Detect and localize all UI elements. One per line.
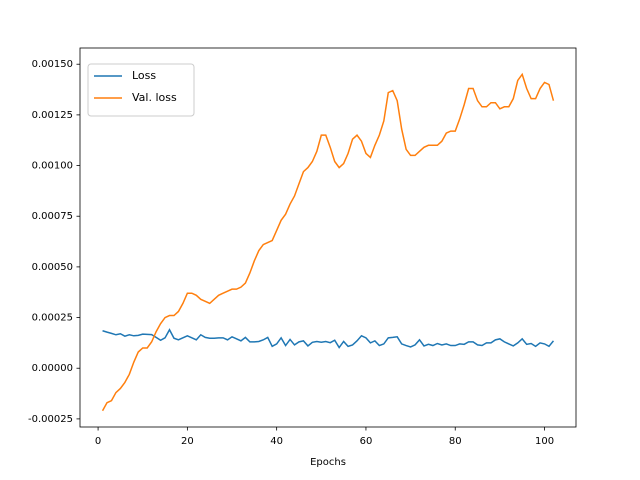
legend-box (87, 63, 195, 117)
legend-label: Loss (132, 69, 156, 82)
x-tick-label: 60 (360, 436, 373, 447)
axes-frame (79, 47, 577, 428)
y-tick-label: 0.00150 (32, 59, 73, 70)
x-axis-label: Epochs (310, 457, 346, 468)
x-tick-label: 20 (181, 436, 194, 447)
y-tick-label: 0.00025 (32, 313, 73, 324)
line-series (101, 72, 555, 412)
x-tick-label: 40 (270, 436, 283, 447)
legend-label: Val. loss (132, 91, 177, 104)
y-tick-label: 0.00000 (32, 363, 73, 374)
x-tick-label: 80 (449, 436, 462, 447)
x-tick-label: 100 (535, 436, 554, 447)
y-tick-label: 0.00100 (32, 161, 73, 172)
line-series (102, 328, 555, 349)
y-tick-label: -0.00025 (28, 414, 73, 425)
y-tick-label: 0.00075 (32, 211, 73, 222)
x-tick-label: 0 (95, 436, 101, 447)
y-tick-label: 0.00125 (32, 110, 73, 121)
y-tick-label: 0.00050 (32, 262, 73, 273)
